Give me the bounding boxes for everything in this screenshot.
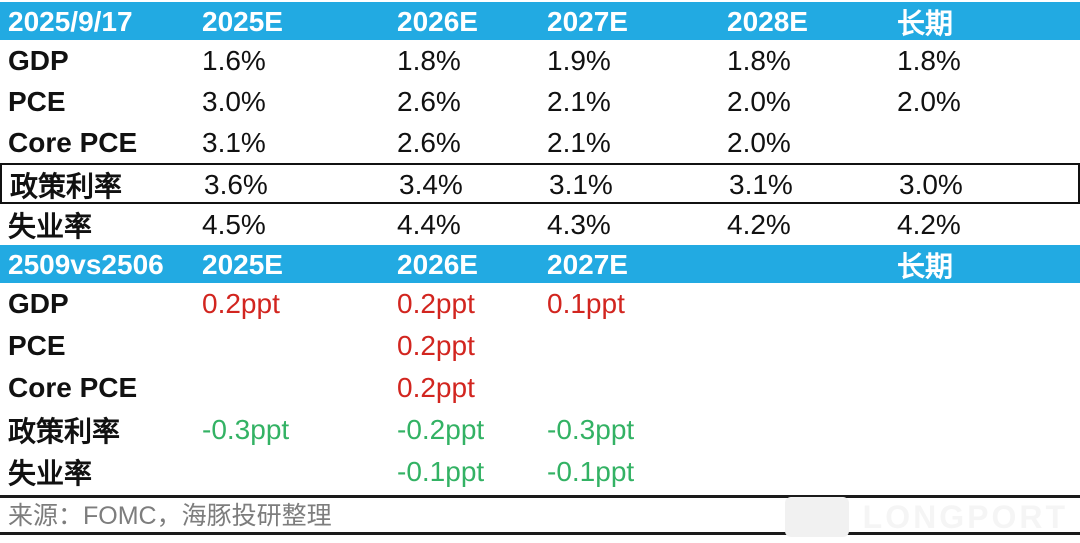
- table-cell: 3.1%: [549, 169, 613, 200]
- table-cell: 4.4%: [397, 208, 461, 240]
- table-cell: 3.4%: [399, 169, 463, 200]
- table-cell: 0.2ppt: [397, 372, 475, 403]
- table-cell: 3.6%: [204, 169, 268, 200]
- column-header: 2028E: [727, 6, 808, 37]
- table-cell: 2.0%: [897, 85, 961, 117]
- row-label: 政策利率: [10, 171, 123, 202]
- table-cell: 2.0%: [727, 85, 791, 117]
- table-row-pce-revision: PCE 0.2ppt: [0, 325, 1080, 367]
- table-cell: 2.6%: [397, 126, 461, 158]
- table-cell: -0.3ppt: [202, 414, 290, 445]
- row-label: GDP: [8, 44, 69, 76]
- table-cell: 2.1%: [547, 126, 611, 158]
- table-row-gdp: GDP 1.6% 1.8% 1.9% 1.8% 1.8%: [0, 40, 1080, 81]
- row-label: PCE: [8, 85, 66, 117]
- table-cell: 1.9%: [547, 44, 611, 76]
- column-header: 2026E: [397, 6, 478, 37]
- table-cell: 0.1ppt: [547, 288, 625, 319]
- column-header: 2025E: [202, 6, 283, 37]
- table-row-core-pce: Core PCE 3.1% 2.6% 2.1% 2.0%: [0, 122, 1080, 163]
- table-cell: -0.3ppt: [547, 414, 635, 445]
- table-cell: 1.8%: [397, 44, 461, 76]
- column-header: 长期: [897, 251, 954, 282]
- table-cell: 0.2ppt: [202, 288, 280, 319]
- table-cell: 0.2ppt: [397, 288, 475, 319]
- table-row-policy-rate-revision: 政策利率 -0.3ppt -0.2ppt -0.3ppt: [0, 409, 1080, 451]
- row-label: Core PCE: [8, 126, 138, 158]
- table-cell: -0.1ppt: [547, 456, 635, 487]
- row-label: 失业率: [8, 210, 93, 242]
- row-label: GDP: [8, 288, 69, 319]
- table-row-pce: PCE 3.0% 2.6% 2.1% 2.0% 2.0%: [0, 81, 1080, 122]
- table-cell: 2.1%: [547, 85, 611, 117]
- row-label: PCE: [8, 330, 66, 361]
- table2-header-row: 2509vs2506 2025E 2026E 2027E 长期: [0, 245, 1080, 283]
- row-label: 失业率: [8, 458, 93, 489]
- row-label: Core PCE: [8, 372, 138, 403]
- table-cell: 4.5%: [202, 208, 266, 240]
- table-cell: 4.2%: [897, 208, 961, 240]
- column-header: 2026E: [397, 249, 478, 280]
- table1-header-row: 2025/9/17 2025E 2026E 2027E 2028E 长期: [0, 2, 1080, 40]
- table-cell: 3.0%: [202, 85, 266, 117]
- table2-title: 2509vs2506: [8, 249, 164, 280]
- table-cell: 0.2ppt: [397, 330, 475, 361]
- table-row-unemployment: 失业率 4.5% 4.4% 4.3% 4.2% 4.2%: [0, 204, 1080, 245]
- table-row-policy-rate-highlighted: 政策利率 3.6% 3.4% 3.1% 3.1% 3.0%: [0, 163, 1080, 204]
- row-label: 政策利率: [8, 416, 121, 447]
- table-cell: 1.6%: [202, 44, 266, 76]
- table1-title: 2025/9/17: [8, 6, 133, 37]
- column-header: 2027E: [547, 6, 628, 37]
- column-header: 长期: [897, 8, 954, 39]
- table-cell: -0.1ppt: [397, 456, 485, 487]
- table-row-gdp-revision: GDP 0.2ppt 0.2ppt 0.1ppt: [0, 283, 1080, 325]
- table-cell: 3.1%: [202, 126, 266, 158]
- table-row-core-pce-revision: Core PCE 0.2ppt: [0, 367, 1080, 409]
- table-cell: -0.2ppt: [397, 414, 485, 445]
- table-cell: 4.3%: [547, 208, 611, 240]
- column-header: 2027E: [547, 249, 628, 280]
- column-header: 2025E: [202, 249, 283, 280]
- table-row-unemployment-revision: 失业率 -0.1ppt -0.1ppt: [0, 451, 1080, 493]
- table-cell: 1.8%: [727, 44, 791, 76]
- table-cell: 2.6%: [397, 85, 461, 117]
- table-cell: 1.8%: [897, 44, 961, 76]
- source-text: 来源：FOMC，海豚投研整理: [8, 502, 332, 530]
- table-cell: 3.1%: [729, 169, 793, 200]
- table-cell: 4.2%: [727, 208, 791, 240]
- table-cell: 3.0%: [899, 169, 963, 200]
- source-note: 来源：FOMC，海豚投研整理: [0, 495, 1080, 535]
- table-cell: 2.0%: [727, 126, 791, 158]
